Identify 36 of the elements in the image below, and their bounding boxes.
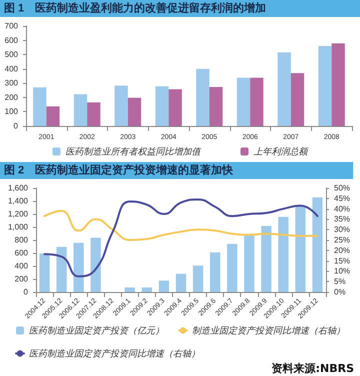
y-tick-label: 100 xyxy=(4,107,19,116)
legend-label: 医药制造业所有者权益同比增加值 xyxy=(66,146,202,156)
y2-tick-label: 50% xyxy=(334,184,350,192)
y2-tick-label: 45% xyxy=(334,194,350,203)
y-tick-label: 200 xyxy=(4,92,19,102)
y-tick-label: 600 xyxy=(14,248,29,258)
y2-tick-label: 30% xyxy=(334,225,350,234)
y2-tick-label: 20% xyxy=(334,246,350,255)
y2-tick-label: 5% xyxy=(334,277,346,286)
y-tick-label: 500 xyxy=(4,50,19,60)
y-tick-label: 0 xyxy=(14,122,19,130)
y-tick-label: 1,000 xyxy=(8,222,29,232)
legend-label: 医药制造业固定资产投资同比增速（右轴） xyxy=(29,348,200,358)
y-tick-label: 400 xyxy=(14,262,29,270)
y-tick-label: 400 xyxy=(4,64,19,74)
chart-title: 图 2 医药制造业固定资产投资增速的显著加快 xyxy=(4,164,234,176)
text: 资料来源:NBRS xyxy=(272,362,354,375)
y-tick-label: 0 xyxy=(24,288,29,296)
y-tick-label: 1,400 xyxy=(8,196,29,206)
y-tick-label: 700 xyxy=(4,22,19,30)
y-tick-label: 300 xyxy=(4,78,19,88)
y-tick-label: 600 xyxy=(4,36,19,45)
y-tick-label: 800 xyxy=(14,236,29,244)
y-tick-label: 1,200 xyxy=(8,210,29,218)
y2-tick-label: 35% xyxy=(334,214,350,224)
legend-label: 制造业固定资产投资同比增速（右轴） xyxy=(192,326,345,336)
y2-tick-label: 0% xyxy=(334,288,346,296)
y2-tick-label: 40% xyxy=(334,204,350,214)
y2-tick-label: 15% xyxy=(334,256,350,266)
chart-title: 图 1 医药制造业盈利能力的改善促进留存利润的增加 xyxy=(4,2,266,14)
y2-tick-label: 10% xyxy=(334,266,350,276)
legend-label: 医药制造业固定资产投资（亿元） xyxy=(29,326,164,336)
y-tick-label: 200 xyxy=(14,274,29,284)
y2-tick-label: 25% xyxy=(334,236,350,244)
y-tick-label: 1,600 xyxy=(8,184,29,192)
legend-label: 上年利润总额 xyxy=(254,146,310,156)
